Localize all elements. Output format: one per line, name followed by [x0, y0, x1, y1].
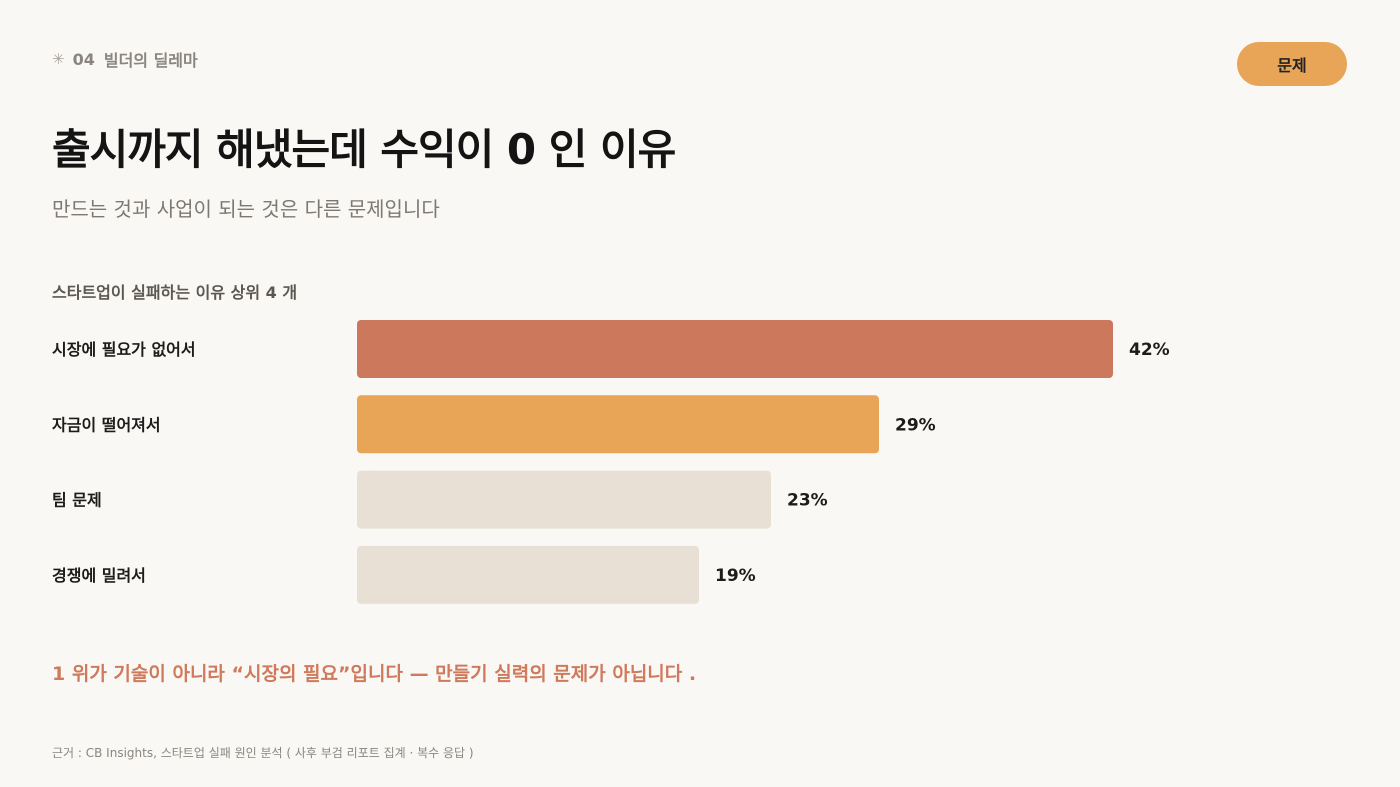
bar-category-label: 경쟁에 밀려서	[52, 566, 146, 585]
insight-text: 1 위가 기술이 아니라 “시장의 필요”입니다 — 만들기 실력의 문제가 아…	[52, 663, 697, 685]
topic-tag-button[interactable]: 문제	[1237, 42, 1347, 86]
chart-title: 스타트업이 실패하는 이유 상위 4 개	[52, 283, 298, 302]
bar-category-label: 팀 문제	[52, 491, 102, 510]
bar	[357, 545, 699, 604]
section-title: 빌더의 딜레마	[103, 51, 198, 70]
bar	[357, 470, 771, 529]
bar	[357, 320, 1113, 378]
page-title: 출시까지 해냈는데 수익이 0 인 이유	[52, 125, 676, 174]
source-note: 근거 : CB Insights, 스타트업 실패 원인 분석 ( 사후 부검 …	[52, 746, 474, 760]
bar	[357, 395, 879, 454]
asterisk-icon: ✳	[52, 50, 65, 68]
section-label: ✳ 04 빌더의 딜레마	[52, 47, 198, 71]
bar-value-label: 29%	[895, 415, 936, 435]
bar-category-label: 시장에 필요가 없어서	[52, 340, 196, 359]
bar-category-label: 자금이 떨어져서	[52, 415, 161, 434]
bar-value-label: 23%	[787, 491, 828, 511]
bar-value-label: 42%	[1129, 340, 1170, 360]
page-subtitle: 만드는 것과 사업이 되는 것은 다른 문제입니다	[52, 197, 440, 221]
bar-value-label: 19%	[715, 566, 756, 586]
section-number: 04	[72, 49, 95, 69]
bar-chart: 시장에 필요가 없어서 42% 자금이 떨어져서 29% 팀 문제 23% 경쟁에 밀려서 1…	[52, 320, 1170, 604]
